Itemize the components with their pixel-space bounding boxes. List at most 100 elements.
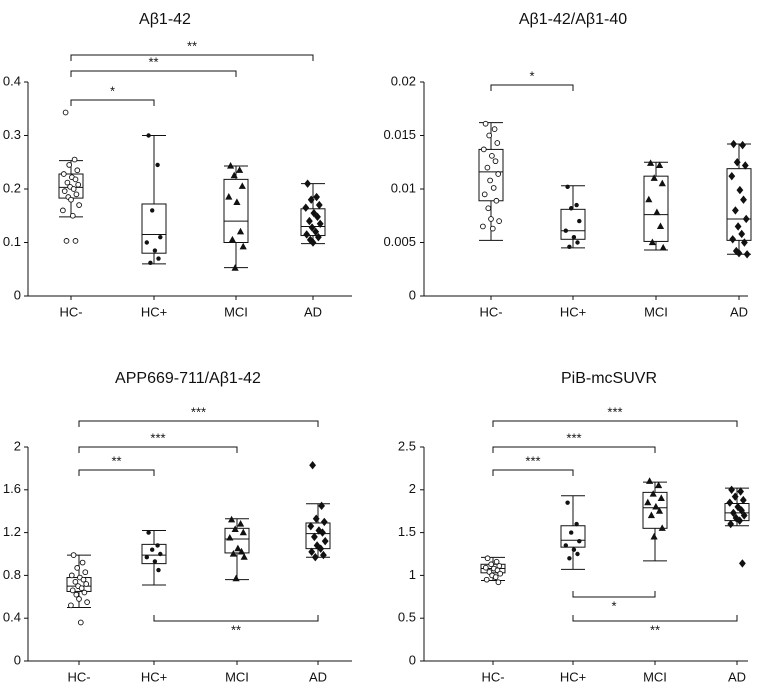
data-point	[648, 238, 656, 246]
significance-label: **	[148, 54, 158, 69]
data-point	[321, 536, 329, 546]
data-point	[739, 140, 746, 150]
bracket-line	[78, 469, 155, 476]
y-tick-label: 2.5	[398, 438, 416, 453]
data-point	[731, 492, 739, 501]
significance-label: ***	[191, 404, 206, 419]
data-point	[740, 195, 747, 204]
data-point	[485, 205, 492, 212]
significance-bracket: *	[572, 591, 656, 613]
data-point	[489, 152, 495, 159]
data-point	[658, 524, 666, 531]
significance-bracket: **	[153, 615, 319, 637]
data-point	[736, 185, 744, 195]
significance-label: **	[650, 622, 660, 637]
data-point	[78, 585, 85, 592]
y-tick-label: 0	[14, 287, 21, 302]
data-point	[62, 109, 69, 116]
data-point	[228, 515, 236, 523]
data-point	[497, 570, 504, 577]
data-point	[655, 507, 664, 514]
box-MCI	[642, 481, 668, 562]
data-point	[318, 501, 325, 511]
data-point	[567, 556, 572, 561]
y-tick-label: 0.1	[3, 234, 21, 249]
significance-bracket: ***	[78, 404, 319, 427]
data-point	[732, 206, 739, 215]
data-point	[316, 219, 324, 228]
data-point	[488, 561, 495, 568]
data-point	[226, 533, 234, 541]
data-point	[73, 191, 80, 198]
data-point	[81, 589, 88, 596]
x-tick-label: HC+	[560, 669, 586, 684]
x-tick-label: HC-	[59, 304, 82, 319]
data-point	[82, 569, 89, 576]
bracket-line	[572, 591, 656, 598]
data-point	[79, 559, 86, 566]
data-point	[491, 126, 498, 132]
y-tick-label: 0.5	[398, 610, 416, 625]
y-tick-label: 1.2	[3, 524, 21, 539]
data-point	[489, 225, 496, 232]
y-tick-label: 0	[409, 652, 416, 667]
data-point	[239, 528, 247, 536]
data-point	[302, 203, 310, 212]
data-point	[76, 596, 82, 602]
data-point	[73, 591, 80, 598]
data-point	[317, 544, 325, 553]
data-point	[63, 238, 70, 244]
data-point	[659, 243, 667, 251]
data-point	[158, 234, 163, 240]
data-point	[315, 200, 323, 210]
data-point	[144, 240, 149, 245]
bracket-line	[492, 446, 656, 453]
data-point	[739, 495, 747, 505]
data-point	[84, 599, 90, 606]
data-point	[575, 240, 580, 245]
data-point	[571, 234, 577, 240]
data-point	[567, 244, 572, 249]
data-point	[61, 188, 68, 194]
box-iqr	[223, 178, 249, 243]
panel-title: APP669-711/Aβ1-42	[115, 370, 261, 387]
data-point	[236, 166, 244, 173]
data-point	[319, 528, 326, 537]
data-point	[320, 550, 327, 560]
data-point	[656, 161, 664, 169]
data-point	[80, 576, 87, 583]
data-point	[487, 177, 493, 184]
bracket-line	[78, 420, 319, 427]
data-point	[484, 164, 491, 171]
significance-bracket: **	[572, 615, 738, 637]
data-point	[75, 181, 82, 188]
significance-bracket: *	[490, 68, 574, 91]
data-point	[480, 146, 487, 153]
data-point	[70, 186, 77, 192]
box-iqr	[726, 168, 752, 241]
data-point	[650, 532, 658, 540]
data-point	[146, 530, 151, 535]
x-tick-label: HC+	[141, 669, 167, 684]
data-point	[72, 578, 79, 585]
data-point	[649, 490, 657, 497]
data-point	[575, 551, 580, 557]
panel-1: Aβ1-42/Aβ1-40 0 0.005 0.01 0.015 0.02 HC- HC+ MC…	[383, 11, 752, 319]
data-point	[72, 176, 79, 183]
data-point	[655, 481, 663, 489]
data-point	[493, 197, 500, 204]
data-point	[309, 460, 316, 470]
data-point	[739, 559, 746, 568]
data-point	[150, 208, 155, 213]
y-tick-label: 1.6	[3, 481, 21, 496]
y-tick-label: 0.2	[3, 180, 21, 195]
data-point	[488, 216, 494, 222]
data-point	[577, 218, 582, 224]
bracket-line	[490, 84, 574, 91]
data-point	[64, 179, 71, 186]
data-point	[574, 202, 579, 208]
data-point	[577, 538, 582, 544]
data-point	[312, 227, 320, 236]
data-point	[741, 161, 749, 170]
